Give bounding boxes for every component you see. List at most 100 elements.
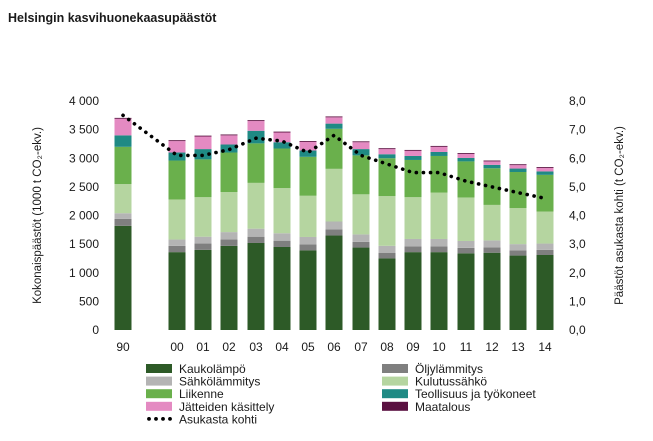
bar-segment	[378, 158, 396, 197]
bar-segment	[509, 164, 527, 166]
x-tick-label: 13	[511, 340, 525, 354]
bar-segment	[378, 196, 396, 246]
legend-dot	[161, 417, 165, 421]
bar-segment	[509, 244, 527, 251]
legend-swatch	[382, 401, 408, 411]
bar-segment	[536, 211, 554, 244]
bar-segment	[457, 153, 475, 158]
bar-segment	[378, 252, 396, 259]
bar-segment	[483, 160, 501, 162]
bar-segment	[299, 195, 317, 237]
bar-segment	[352, 142, 370, 150]
right-tick-label: 5,0	[569, 180, 586, 194]
bar-segment	[114, 146, 132, 185]
bar-segment	[430, 252, 448, 330]
x-tick-label: 11	[460, 340, 473, 354]
legend-label: Öljylämmitys	[415, 362, 483, 376]
bar-segment	[114, 218, 132, 226]
bar-segment	[509, 208, 527, 245]
bar-segment	[325, 229, 343, 236]
bar-segment	[273, 240, 291, 247]
bar-segment	[194, 197, 212, 237]
bar-segment	[273, 148, 291, 189]
bar-segment	[457, 157, 475, 162]
bar-segment	[430, 192, 448, 239]
x-tick-label: 04	[275, 340, 289, 354]
bar-segment	[430, 155, 448, 193]
bar-segment	[273, 132, 291, 143]
legend-swatch	[382, 389, 408, 399]
left-tick-label: 0	[92, 323, 99, 337]
stacked-bars	[114, 116, 554, 330]
legend-dot	[154, 417, 158, 421]
right-tick-label: 0,0	[569, 323, 586, 337]
right-tick-label: 7,0	[569, 123, 586, 137]
legend-swatch	[146, 401, 172, 411]
bar-segment	[404, 149, 422, 151]
bar-segment	[220, 192, 238, 233]
left-tick-label: 1 000	[69, 266, 99, 280]
bar-segment	[299, 236, 317, 245]
bar-segment	[509, 255, 527, 330]
left-tick-label: 1 500	[69, 237, 99, 251]
bar-segment	[168, 245, 186, 253]
bar-segment	[509, 168, 527, 172]
bar-segment	[220, 239, 238, 246]
bar-segment	[352, 234, 370, 242]
right-axis-label: Päästöt asukasta kohti (t CO₂-ekv.)	[614, 126, 626, 305]
legend-label: Teollisuus ja työkoneet	[415, 387, 536, 401]
bar-segment	[168, 160, 186, 200]
bar-segment	[457, 247, 475, 254]
right-tick-label: 1,0	[569, 294, 586, 308]
bar-segment	[114, 225, 132, 330]
legend-label: Kulutussähkö	[415, 375, 487, 389]
bar-segment	[404, 197, 422, 239]
bar-segment	[114, 213, 132, 219]
bar-segment	[536, 249, 554, 256]
x-tick-label: 90	[116, 340, 130, 354]
bar-segment	[430, 146, 448, 152]
bar-segment	[378, 149, 396, 155]
bar-segment	[273, 246, 291, 330]
bar-segment	[509, 250, 527, 256]
legend-swatch	[146, 364, 172, 373]
bar-segment	[352, 241, 370, 248]
bar-segment	[220, 152, 238, 193]
per-capita-line-path	[121, 113, 547, 201]
bar-segment	[483, 204, 501, 241]
bar-segment	[273, 142, 291, 149]
bar-segment	[114, 117, 132, 119]
bar-segment	[325, 221, 343, 230]
legend-label: Liikenne	[179, 387, 224, 401]
bar-segment	[299, 250, 317, 330]
bar-segment	[404, 238, 422, 247]
bar-segment	[430, 238, 448, 247]
bar-segment	[247, 120, 265, 122]
right-tick-label: 3,0	[569, 237, 586, 251]
legend-swatch	[146, 389, 172, 399]
bar-segment	[325, 168, 343, 222]
x-tick-label: 09	[406, 340, 420, 354]
bar-segment	[220, 134, 238, 136]
bar-segment	[299, 244, 317, 251]
left-tick-label: 2 000	[69, 209, 99, 223]
bar-segment	[247, 143, 265, 183]
x-tick-label: 12	[485, 340, 499, 354]
bar-segment	[509, 165, 527, 169]
bar-segment	[404, 150, 422, 156]
bar-segment	[168, 199, 186, 240]
right-axis: 0,0 1,0 2,0 3,0 4,0 5,0 6,0 7,0 8,0	[569, 94, 586, 337]
right-tick-label: 8,0	[569, 94, 586, 108]
x-tick-label: 10	[432, 340, 446, 354]
legend-swatch	[382, 364, 408, 373]
legend: Kaukolämpö Öljylämmitys Sähkölämmitys Kulut…	[146, 362, 536, 426]
legend-dot	[147, 417, 151, 421]
x-tick-label: 07	[354, 340, 368, 354]
bar-segment	[194, 135, 212, 137]
left-tick-label: 3 000	[69, 151, 99, 165]
legend-label: Jätteiden käsittely	[179, 400, 274, 414]
bar-segment	[457, 197, 475, 241]
bar-segment	[273, 233, 291, 241]
right-tick-label: 2,0	[569, 266, 586, 280]
